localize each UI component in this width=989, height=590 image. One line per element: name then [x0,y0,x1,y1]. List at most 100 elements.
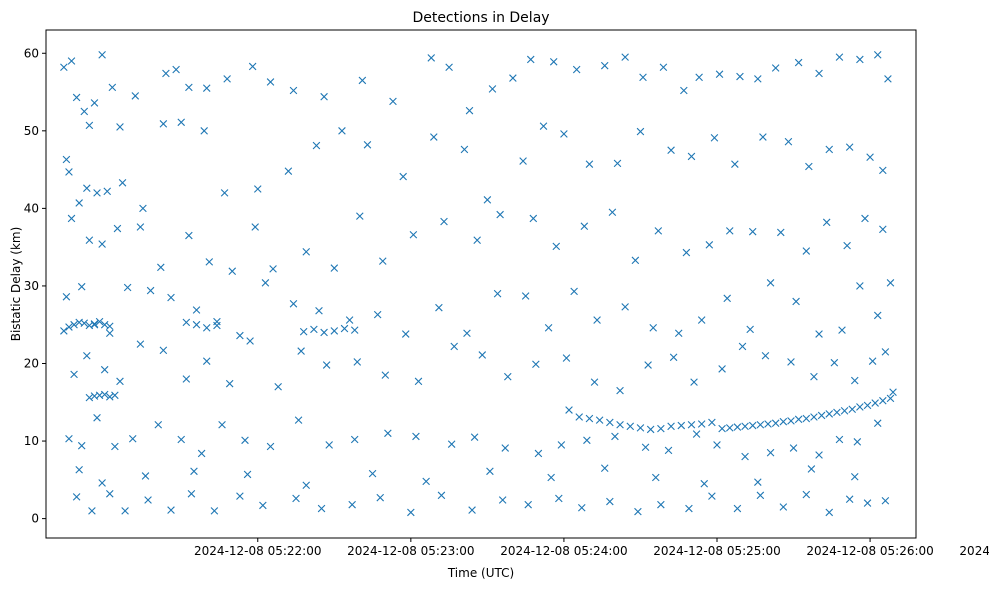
y-tick-label: 50 [24,124,39,138]
data-point-marker [850,376,859,385]
data-point-marker [649,324,658,332]
data-point-marker [881,496,890,505]
data-point-marker [185,231,193,240]
data-point-marker [802,247,811,255]
data-point-marker [868,357,877,365]
data-point-marker [67,57,76,65]
data-point-marker [65,168,73,176]
data-point-marker [651,473,660,482]
data-point-marker [412,432,420,441]
data-point-marker [613,159,622,168]
data-point-marker [289,86,298,95]
data-point-marker [825,508,834,517]
data-point-marker [376,493,385,502]
data-point-marker [177,118,186,127]
data-point-marker [317,504,326,513]
data-point-marker [246,337,254,345]
data-point-marker [608,208,617,217]
data-point-marker [572,65,581,74]
data-point-marker [792,297,800,306]
data-point-marker [794,58,803,67]
data-point-marker [787,358,795,366]
data-point-marker [825,410,834,418]
data-point-marker [422,477,430,486]
data-point-marker [705,241,714,249]
data-point-marker [738,342,747,351]
data-point-marker [789,444,798,452]
y-tick-label: 60 [24,46,39,60]
data-point-marker [330,264,339,272]
data-point-marker [312,141,321,150]
data-point-marker [496,210,504,219]
data-point-marker [294,416,303,424]
data-point-marker [565,406,573,414]
data-point-marker [748,421,757,430]
data-point-marker [664,446,673,455]
data-point-marker [501,444,510,452]
data-point-marker [85,236,94,244]
data-point-marker [105,393,114,401]
data-point-marker [93,189,101,197]
data-point-marker [384,429,392,438]
data-point-marker [83,184,91,193]
data-point-marker [570,287,578,296]
data-point-marker [606,418,614,427]
data-point-marker [159,346,168,355]
data-point-marker [697,316,706,324]
data-point-marker [345,316,354,324]
data-point-marker [407,508,415,517]
data-point-marker [274,382,282,391]
data-point-marker [835,53,844,61]
y-tick-label: 20 [24,356,39,370]
data-point-marker [77,441,86,450]
data-point-marker [192,320,201,329]
data-point-marker [146,286,155,295]
data-point-marker [736,72,744,81]
data-point-marker [103,187,112,196]
data-point-marker [802,490,811,499]
data-point-marker [85,121,94,130]
x-tick-label: 2024-12-08 05:25:00 [653,544,780,558]
data-point-marker [725,227,734,235]
data-point-marker [80,319,89,327]
data-point-marker [866,153,874,161]
data-point-marker [616,420,624,429]
data-point-marker [437,491,446,500]
data-point-marker [873,311,882,320]
data-point-marker [621,53,629,61]
data-point-marker [381,371,390,379]
data-point-marker [555,494,563,503]
data-point-marker [766,279,775,287]
data-point-marker [353,358,362,366]
data-point-marker [401,330,410,338]
data-point-marker [98,240,106,248]
data-point-marker [123,283,132,292]
data-point-marker [549,58,558,66]
data-point-marker [493,289,502,298]
data-point-marker [80,107,89,116]
data-point-marker [700,479,709,488]
data-point-marker [378,257,387,265]
data-point-marker [524,500,532,509]
data-point-marker [631,256,640,265]
data-point-marker [322,361,331,369]
data-point-marker [220,189,229,197]
data-point-marker [657,500,665,509]
data-point-marker [445,63,453,72]
data-point-marker [509,74,517,82]
chart-title: Detections in Delay [412,10,549,26]
data-point-marker [802,414,811,423]
data-point-marker [807,465,816,473]
data-point-marker [67,214,76,223]
data-point-marker [121,507,129,515]
data-point-marker [363,140,372,149]
data-point-marker [241,436,249,445]
data-point-marker [715,70,724,78]
data-point-marker [504,372,512,381]
data-point-marker [162,69,170,78]
data-point-marker [154,420,163,429]
data-point-marker [845,143,854,151]
data-point-marker [856,55,864,64]
data-point-marker [879,396,887,405]
data-point-marker [167,506,175,514]
